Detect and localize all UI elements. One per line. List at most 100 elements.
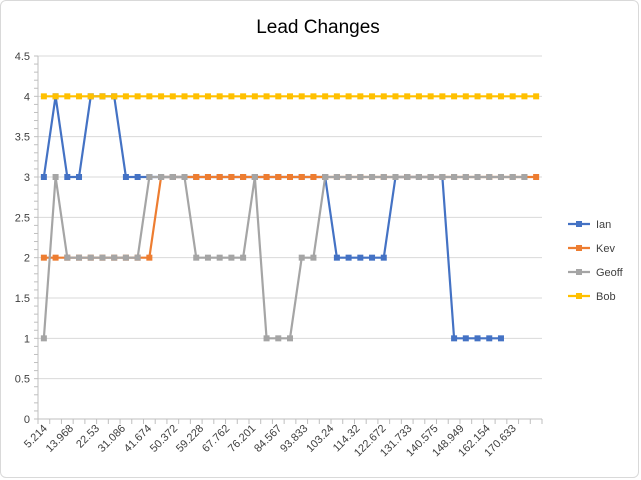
data-point <box>204 254 211 261</box>
data-point <box>216 93 223 100</box>
data-point <box>169 93 176 100</box>
data-point <box>415 174 422 180</box>
data-point <box>181 174 188 180</box>
data-point <box>486 335 493 342</box>
data-point <box>497 93 504 100</box>
data-point <box>380 93 387 100</box>
data-point <box>380 174 387 180</box>
legend-item-kev: Kev <box>568 243 615 255</box>
data-point <box>310 254 317 261</box>
data-point <box>287 335 293 342</box>
data-point <box>415 93 422 100</box>
data-point <box>287 93 293 100</box>
x-tick-label: 67.762 <box>200 423 232 455</box>
data-point <box>462 335 469 342</box>
y-tick-label: 0.5 <box>15 374 30 386</box>
data-point <box>462 174 469 180</box>
data-point <box>427 174 434 180</box>
data-point <box>345 174 352 180</box>
y-tick-label: 0 <box>24 414 30 426</box>
x-tick-label: 76.201 <box>226 423 258 455</box>
y-tick-label: 2 <box>24 253 30 265</box>
chart-title: Lead Changes <box>256 17 380 38</box>
series-lines <box>40 93 540 342</box>
data-point <box>263 335 270 342</box>
data-point <box>474 93 481 100</box>
data-point <box>333 174 340 180</box>
data-point <box>169 174 176 180</box>
data-point <box>462 93 469 100</box>
data-point <box>122 254 129 261</box>
data-point <box>357 174 364 180</box>
data-point <box>52 93 59 100</box>
y-tick-label: 3.5 <box>15 132 30 144</box>
data-point <box>497 335 504 342</box>
data-point <box>497 174 504 180</box>
data-point <box>275 93 282 100</box>
data-point <box>451 335 458 342</box>
x-tick-label: 31.086 <box>96 423 128 455</box>
data-point <box>216 174 223 180</box>
data-point <box>404 93 411 100</box>
data-point <box>357 254 364 261</box>
data-point <box>333 254 340 261</box>
legend-label: Geoff <box>596 267 624 279</box>
data-point <box>392 174 399 180</box>
data-point <box>310 93 317 100</box>
data-point <box>486 174 493 180</box>
data-point <box>451 93 458 100</box>
data-point <box>509 174 516 180</box>
legend-item-bob: Bob <box>568 291 616 303</box>
data-point <box>99 93 106 100</box>
data-point <box>64 174 71 180</box>
x-tick-label: 103.24 <box>304 423 336 455</box>
gridlines <box>38 55 542 380</box>
axes: 00.511.522.533.544.55.21413.96822.5331.0… <box>15 51 543 459</box>
y-tick-label: 1 <box>24 333 30 345</box>
data-point <box>146 254 153 261</box>
data-point <box>474 335 481 342</box>
data-point <box>310 174 317 180</box>
data-point <box>181 93 188 100</box>
data-point <box>322 93 329 100</box>
data-point <box>64 254 71 261</box>
data-point <box>134 254 141 261</box>
data-point <box>369 254 376 261</box>
legend-item-geoff: Geoff <box>568 267 624 279</box>
y-tick-label: 2.5 <box>15 212 30 224</box>
data-point <box>240 254 247 261</box>
data-point <box>122 93 129 100</box>
data-point <box>298 254 305 261</box>
data-point <box>52 174 59 180</box>
data-point <box>345 93 352 100</box>
legend-item-ian: Ian <box>568 219 611 231</box>
data-point <box>251 93 258 100</box>
data-point <box>122 174 129 180</box>
series-bob <box>40 93 540 100</box>
data-point <box>369 174 376 180</box>
data-point <box>404 174 411 180</box>
data-point <box>40 93 47 100</box>
data-point <box>451 174 458 180</box>
data-point <box>158 93 165 100</box>
data-point <box>40 335 47 342</box>
data-point <box>193 174 200 180</box>
data-point <box>228 93 235 100</box>
data-point <box>99 254 106 261</box>
data-point <box>357 93 364 100</box>
data-point <box>380 254 387 261</box>
y-tick-label: 1.5 <box>15 293 30 305</box>
legend-label: Ian <box>596 219 611 231</box>
legend-label: Bob <box>596 291 616 303</box>
x-tick-label: 50.372 <box>148 423 180 455</box>
data-point <box>263 174 270 180</box>
data-point <box>509 93 516 100</box>
data-point <box>263 93 270 100</box>
legend-label: Kev <box>596 243 615 255</box>
data-point <box>486 93 493 100</box>
series-geoff <box>40 174 528 342</box>
data-point <box>345 254 352 261</box>
x-tick-label: 13.968 <box>44 423 76 455</box>
data-point <box>76 254 83 261</box>
